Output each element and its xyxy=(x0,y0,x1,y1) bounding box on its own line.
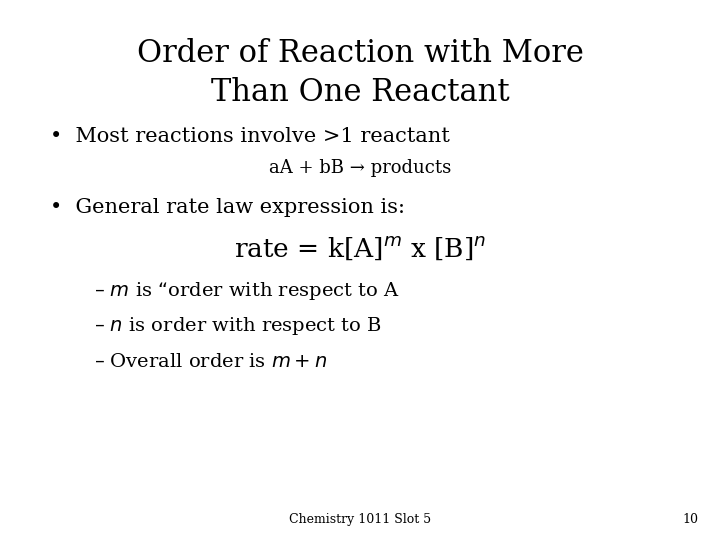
Text: Than One Reactant: Than One Reactant xyxy=(211,77,509,109)
Text: •  General rate law expression is:: • General rate law expression is: xyxy=(50,198,405,217)
Text: 10: 10 xyxy=(683,513,698,526)
Text: Chemistry 1011 Slot 5: Chemistry 1011 Slot 5 xyxy=(289,513,431,526)
Text: – Overall order is $m + n$: – Overall order is $m + n$ xyxy=(94,353,327,371)
Text: – $m$ is “order with respect to A: – $m$ is “order with respect to A xyxy=(94,280,400,301)
Text: Order of Reaction with More: Order of Reaction with More xyxy=(137,38,583,70)
Text: – $n$ is order with respect to B: – $n$ is order with respect to B xyxy=(94,315,382,337)
Text: rate = k[A]$^m$ x [B]$^n$: rate = k[A]$^m$ x [B]$^n$ xyxy=(234,235,486,262)
Text: aA + bB → products: aA + bB → products xyxy=(269,159,451,178)
Text: •  Most reactions involve >1 reactant: • Most reactions involve >1 reactant xyxy=(50,126,450,146)
